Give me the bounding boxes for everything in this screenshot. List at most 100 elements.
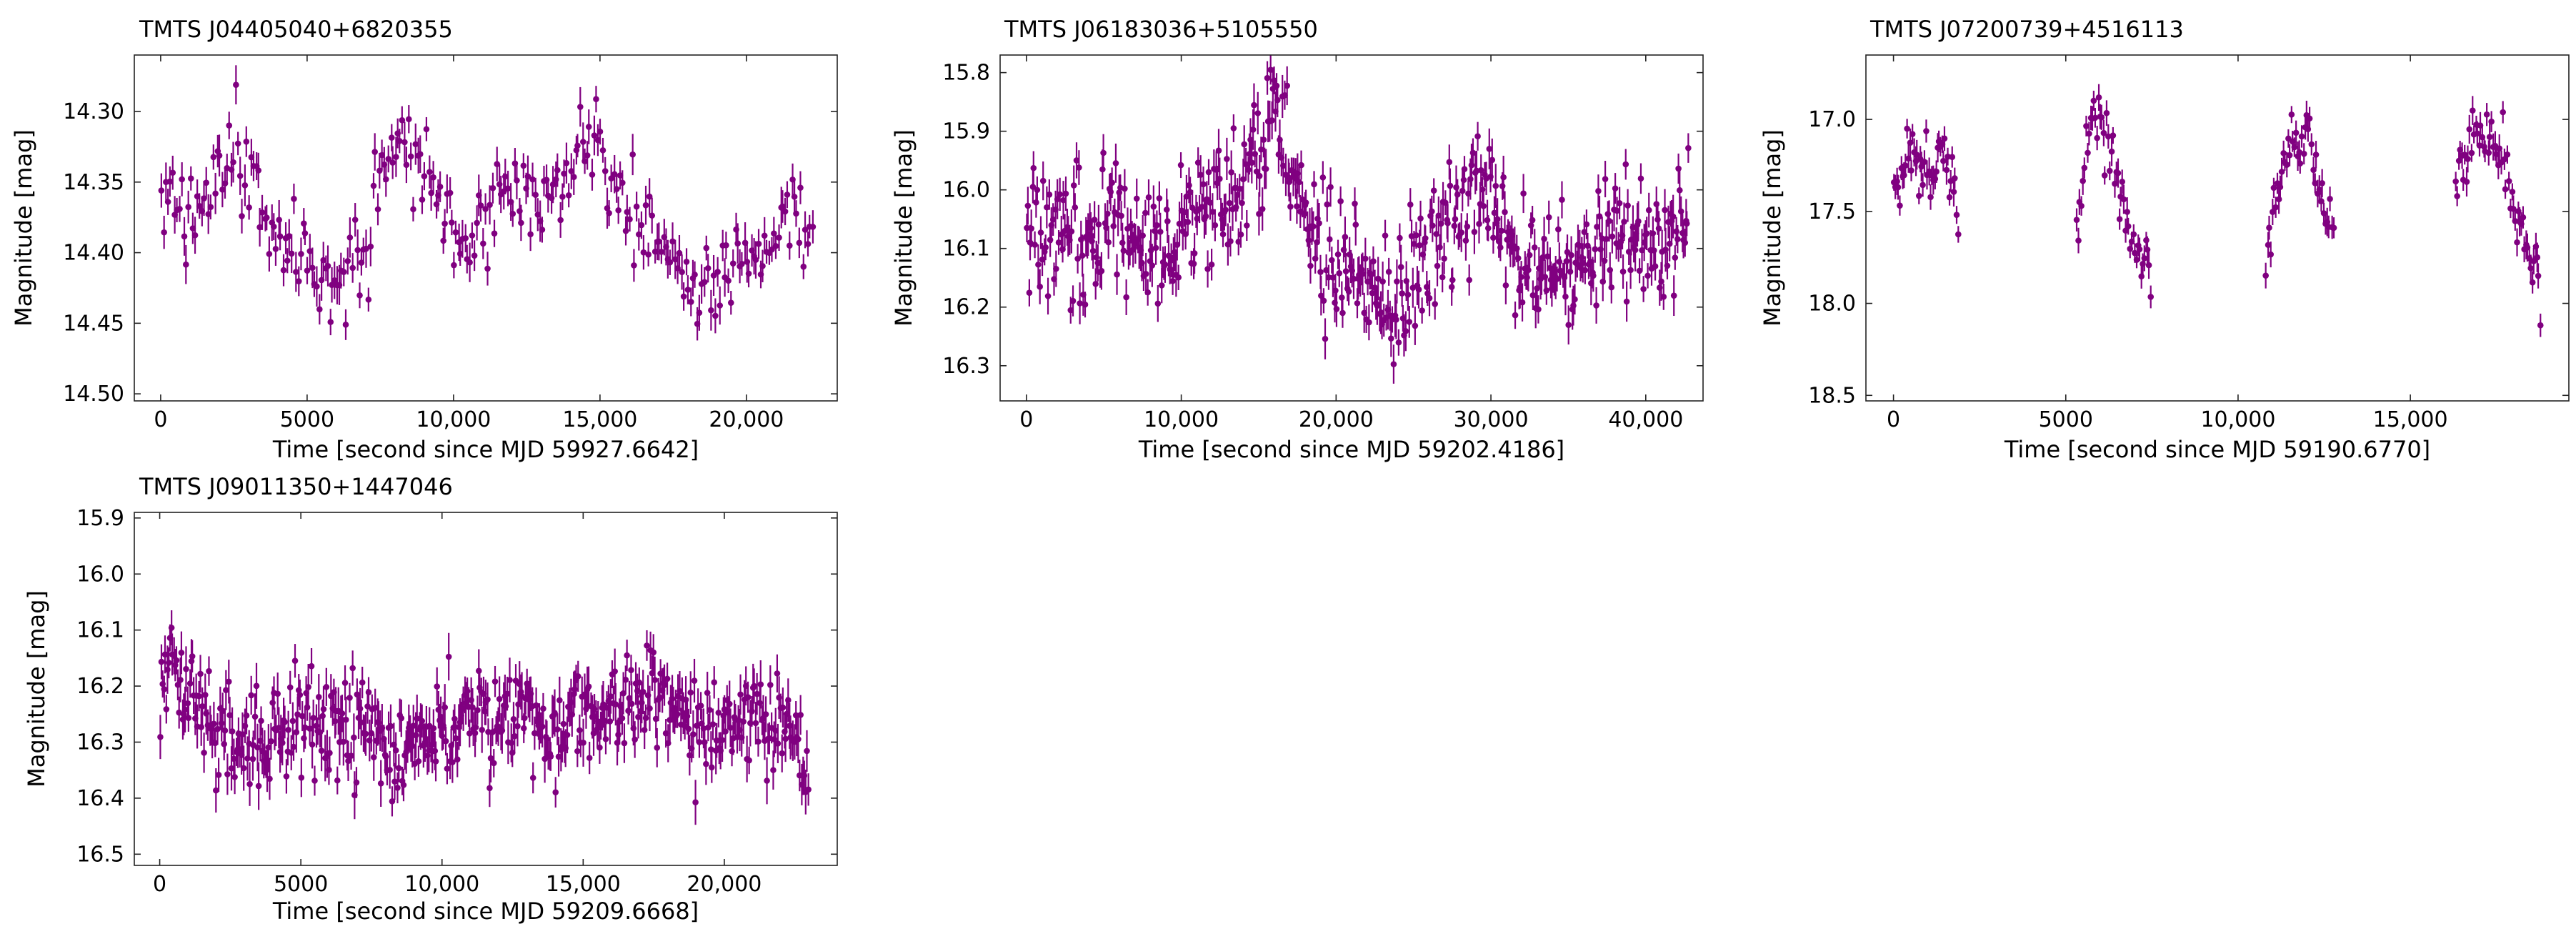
data-point <box>1079 252 1086 259</box>
data-point <box>1222 207 1229 213</box>
data-point <box>1563 258 1570 264</box>
data-point <box>1073 157 1080 164</box>
data-point <box>690 731 697 737</box>
data-point <box>1627 267 1634 274</box>
data-point <box>1044 293 1052 299</box>
data-point <box>359 679 366 686</box>
data-point <box>1352 200 1358 207</box>
data-point <box>1028 225 1034 232</box>
data-point <box>779 704 787 711</box>
data-point <box>1326 236 1333 243</box>
data-point <box>504 690 511 697</box>
data-point <box>785 697 792 704</box>
panel-0-title: TMTS J04405040+6820355 <box>139 16 453 43</box>
data-point <box>1500 174 1507 181</box>
data-point <box>712 312 719 319</box>
data-point <box>1674 236 1681 242</box>
data-point <box>2262 272 2269 279</box>
data-point <box>1329 274 1337 281</box>
data-point <box>309 264 316 272</box>
data-point <box>1637 175 1644 182</box>
data-point <box>749 708 755 715</box>
data-point <box>1098 267 1105 274</box>
data-point <box>1632 247 1639 254</box>
data-point <box>1112 160 1119 167</box>
data-point <box>1152 244 1159 252</box>
data-point <box>351 734 357 741</box>
data-point <box>697 702 704 709</box>
data-point <box>1601 257 1608 264</box>
data-point <box>1162 261 1169 268</box>
data-point <box>169 169 176 177</box>
data-point <box>2095 94 2102 101</box>
y-tick-label: 16.2 <box>76 674 124 699</box>
data-point <box>301 724 309 731</box>
data-point <box>1584 242 1591 249</box>
panel-2-points <box>1890 84 2544 337</box>
data-point <box>703 244 710 252</box>
data-point <box>1054 196 1061 203</box>
data-point <box>717 302 724 309</box>
data-point <box>514 722 521 730</box>
data-point <box>2278 169 2285 175</box>
data-point <box>239 213 245 219</box>
data-point <box>319 712 326 720</box>
data-point <box>672 256 679 263</box>
x-tick-label: 0 <box>153 872 166 897</box>
data-point <box>176 206 183 212</box>
data-point <box>329 282 335 288</box>
data-point <box>650 649 657 656</box>
data-point <box>642 715 649 722</box>
data-point <box>1377 309 1384 316</box>
data-point <box>253 682 260 690</box>
data-point <box>1943 167 1950 174</box>
data-point <box>628 667 634 673</box>
data-point <box>649 670 656 677</box>
data-point <box>405 116 412 123</box>
data-point <box>219 187 226 193</box>
data-point <box>310 715 316 721</box>
data-point <box>1429 222 1436 229</box>
data-point <box>2532 243 2540 250</box>
data-point <box>466 259 473 266</box>
data-point <box>746 757 752 764</box>
data-point <box>696 309 703 317</box>
data-point <box>442 737 449 745</box>
data-point <box>1477 167 1484 174</box>
data-point <box>1519 299 1526 306</box>
data-point <box>166 178 174 185</box>
data-point <box>772 242 779 249</box>
data-point <box>1212 222 1219 229</box>
panel-1-ylabel: Magnitude [mag] <box>890 129 917 327</box>
data-point <box>547 753 554 760</box>
data-point <box>711 679 718 686</box>
data-point <box>382 176 389 183</box>
data-point <box>1397 264 1404 270</box>
data-point <box>521 715 528 722</box>
data-point <box>201 692 209 698</box>
data-point <box>1498 227 1505 234</box>
data-point <box>1241 141 1248 148</box>
data-point <box>301 230 309 237</box>
data-point <box>324 262 331 269</box>
data-point <box>1254 110 1262 116</box>
data-point <box>1397 234 1403 242</box>
data-point <box>1502 282 1509 289</box>
data-point <box>334 777 341 784</box>
data-point <box>309 741 316 748</box>
data-point <box>387 722 394 730</box>
data-point <box>533 702 539 709</box>
x-tick-label: 15,000 <box>562 407 637 432</box>
data-point <box>276 233 284 239</box>
data-point <box>1122 185 1128 192</box>
data-point <box>2463 179 2470 185</box>
data-point <box>557 217 564 224</box>
data-point <box>631 262 637 269</box>
data-point <box>389 798 396 805</box>
data-point <box>434 683 441 690</box>
data-point <box>274 690 281 697</box>
data-point <box>1415 286 1422 293</box>
data-point <box>1298 162 1304 169</box>
data-point <box>1104 210 1111 217</box>
data-point <box>243 138 250 145</box>
